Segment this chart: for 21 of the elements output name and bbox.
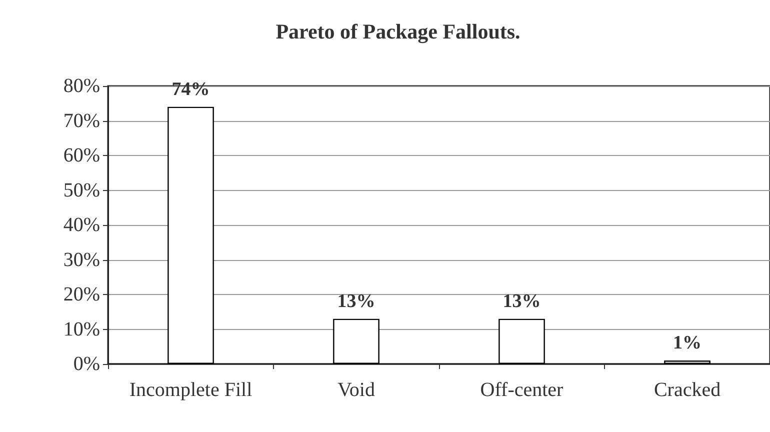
y-tick-label: 30% xyxy=(63,248,100,271)
y-tick-label: 10% xyxy=(63,318,100,340)
data-label: 13% xyxy=(337,290,376,312)
y-tick-label: 0% xyxy=(73,353,100,375)
x-tick-label: Incomplete Fill xyxy=(129,379,253,401)
y-tick-label: 50% xyxy=(63,179,100,202)
y-tick-label: 60% xyxy=(63,144,100,166)
data-label: 13% xyxy=(502,290,541,312)
bar xyxy=(664,360,710,364)
x-tick-label: Void xyxy=(338,379,375,401)
x-tick-label: Cracked xyxy=(654,379,721,401)
y-tick-label: 70% xyxy=(63,110,100,132)
bar xyxy=(333,318,380,364)
data-label: 1% xyxy=(673,332,702,354)
y-tick-label: 80% xyxy=(63,75,100,97)
chart-title: Pareto of Package Fallouts. xyxy=(276,20,520,44)
bar xyxy=(498,318,545,364)
x-tick-label: Off-center xyxy=(480,379,564,401)
bar xyxy=(168,106,214,364)
y-tick-label: 20% xyxy=(63,284,100,306)
y-tick-label: 40% xyxy=(63,214,100,236)
